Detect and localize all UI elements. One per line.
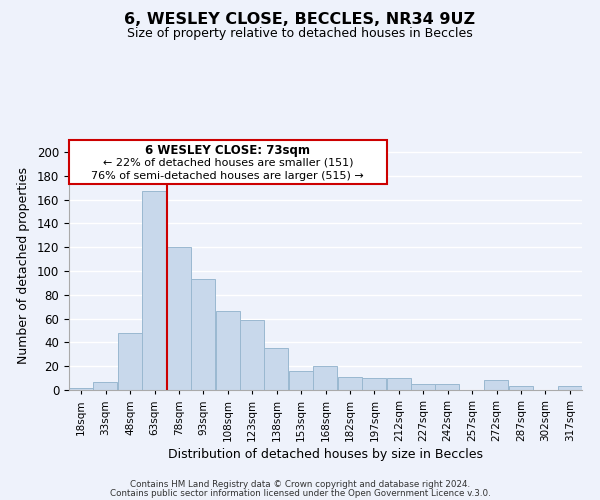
Bar: [557, 386, 581, 390]
Bar: [142, 191, 166, 390]
Bar: [509, 386, 533, 390]
Bar: [167, 247, 191, 390]
X-axis label: Distribution of detached houses by size in Beccles: Distribution of detached houses by size …: [168, 448, 483, 461]
Text: ← 22% of detached houses are smaller (151): ← 22% of detached houses are smaller (15…: [103, 158, 353, 168]
Bar: [265, 348, 289, 390]
Bar: [118, 333, 142, 390]
Bar: [69, 388, 93, 390]
Bar: [411, 384, 435, 390]
Text: Size of property relative to detached houses in Beccles: Size of property relative to detached ho…: [127, 28, 473, 40]
Y-axis label: Number of detached properties: Number of detached properties: [17, 166, 30, 364]
Bar: [289, 371, 313, 390]
Bar: [215, 312, 239, 390]
Bar: [484, 380, 508, 390]
Bar: [313, 366, 337, 390]
Bar: [436, 384, 460, 390]
Text: Contains HM Land Registry data © Crown copyright and database right 2024.: Contains HM Land Registry data © Crown c…: [130, 480, 470, 489]
Bar: [338, 377, 362, 390]
Text: 76% of semi-detached houses are larger (515) →: 76% of semi-detached houses are larger (…: [91, 171, 364, 181]
Text: 6, WESLEY CLOSE, BECCLES, NR34 9UZ: 6, WESLEY CLOSE, BECCLES, NR34 9UZ: [124, 12, 476, 28]
Bar: [362, 378, 386, 390]
Text: 6 WESLEY CLOSE: 73sqm: 6 WESLEY CLOSE: 73sqm: [145, 144, 310, 157]
Text: Contains public sector information licensed under the Open Government Licence v.: Contains public sector information licen…: [110, 488, 490, 498]
Bar: [94, 382, 118, 390]
Bar: [191, 280, 215, 390]
Bar: [386, 378, 410, 390]
Bar: [240, 320, 264, 390]
